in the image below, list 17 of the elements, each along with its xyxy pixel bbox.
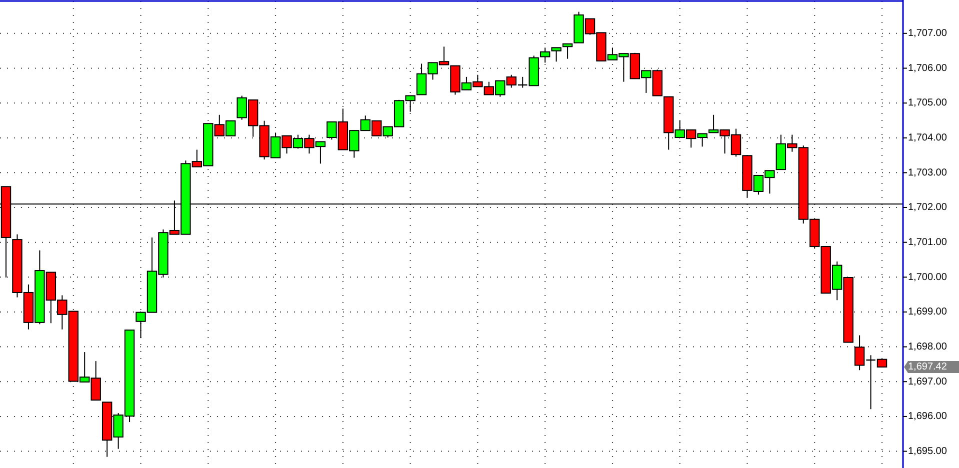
y-tick-label: 1,698.00 — [908, 341, 948, 352]
y-tick-label: 1,695.00 — [908, 446, 948, 457]
candlestick — [540, 47, 550, 64]
y-tick-label: 1,702.00 — [908, 202, 948, 214]
text: 1,697.42 — [908, 362, 948, 373]
candlestick — [551, 47, 562, 62]
candlestick — [562, 43, 573, 60]
y-tick-label: 1,701.00 — [908, 236, 948, 248]
y-tick-label: 1,696.00 — [908, 411, 948, 422]
y-tick-label: 1,699.00 — [908, 306, 948, 318]
y-tick-label: 1,703.00 — [908, 167, 948, 178]
y-tick-label: 1,705.00 — [908, 98, 948, 109]
y-tick-label: 1,704.00 — [908, 132, 948, 144]
y-tick-label: 1,700.00 — [908, 272, 948, 283]
y-tick-label: 1,707.00 — [908, 28, 948, 40]
y-tick-label: 1,706.00 — [908, 62, 948, 74]
y-tick-label: 1,697.00 — [908, 376, 948, 388]
